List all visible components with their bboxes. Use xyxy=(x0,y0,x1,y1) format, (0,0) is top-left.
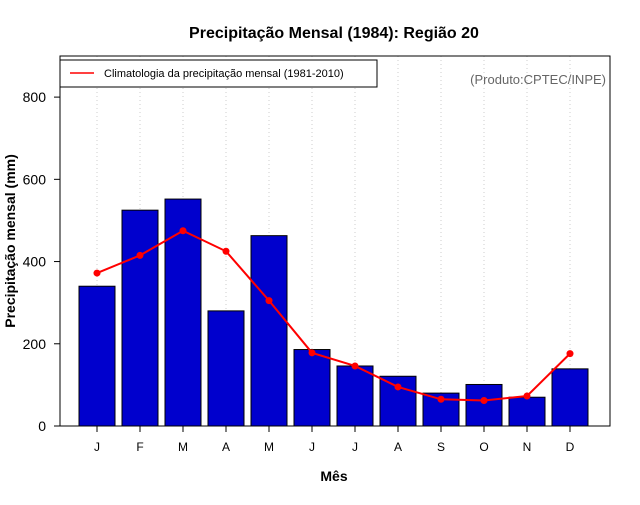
x-tick-label: A xyxy=(222,440,230,454)
x-tick-label: J xyxy=(352,440,358,454)
climatology-point xyxy=(179,227,187,235)
line-layer xyxy=(93,227,574,405)
bar xyxy=(551,368,589,427)
y-tick-label: 400 xyxy=(23,254,47,270)
x-tick-label: J xyxy=(94,440,100,454)
climatology-point xyxy=(351,362,359,370)
y-tick-label: 600 xyxy=(23,171,47,187)
y-tick-label: 800 xyxy=(23,89,47,105)
bar xyxy=(336,365,374,427)
climatology-point xyxy=(93,269,101,277)
x-tick-label: M xyxy=(178,440,188,454)
x-tick-label: J xyxy=(309,440,315,454)
x-axis-label: Mês xyxy=(320,468,347,484)
y-tick-label: 200 xyxy=(23,336,47,352)
climatology-point xyxy=(566,350,574,358)
legend: Climatologia da precipitação mensal (198… xyxy=(59,59,378,88)
x-tick-label: N xyxy=(523,440,532,454)
source-note: (Produto:CPTEC/INPE) xyxy=(470,72,606,87)
x-tick-label: F xyxy=(136,440,143,454)
climatology-point xyxy=(265,297,273,305)
climatology-point xyxy=(480,397,488,405)
climatology-point xyxy=(222,247,230,255)
x-tick-label: M xyxy=(264,440,274,454)
x-tick-label: D xyxy=(566,440,575,454)
climatology-point xyxy=(136,251,144,259)
bar xyxy=(465,383,503,427)
bar xyxy=(508,396,546,427)
bar xyxy=(293,349,331,427)
bar xyxy=(250,235,288,427)
climatology-point xyxy=(437,395,445,403)
bar xyxy=(78,285,116,427)
climatology-point xyxy=(308,349,316,357)
x-tick-label: S xyxy=(437,440,445,454)
axes-layer: 0 200 400 600 800 J F M A M J J A S O N D xyxy=(23,89,575,454)
legend-label: Climatologia da precipitação mensal (198… xyxy=(104,68,344,80)
chart-title: Precipitação Mensal (1984): Região 20 xyxy=(189,25,479,42)
legend-box xyxy=(59,59,378,88)
y-tick-label: 0 xyxy=(38,418,46,434)
bar xyxy=(121,209,159,427)
y-axis-label: Precipitação mensal (mm) xyxy=(2,154,18,328)
x-tick-label: A xyxy=(394,440,402,454)
bars-layer xyxy=(78,198,589,427)
plot-frame xyxy=(59,55,611,427)
x-tick-label: O xyxy=(479,440,488,454)
bar xyxy=(207,310,245,427)
climatology-line xyxy=(96,229,571,402)
climatology-point xyxy=(523,392,531,400)
climatology-point xyxy=(394,383,402,391)
